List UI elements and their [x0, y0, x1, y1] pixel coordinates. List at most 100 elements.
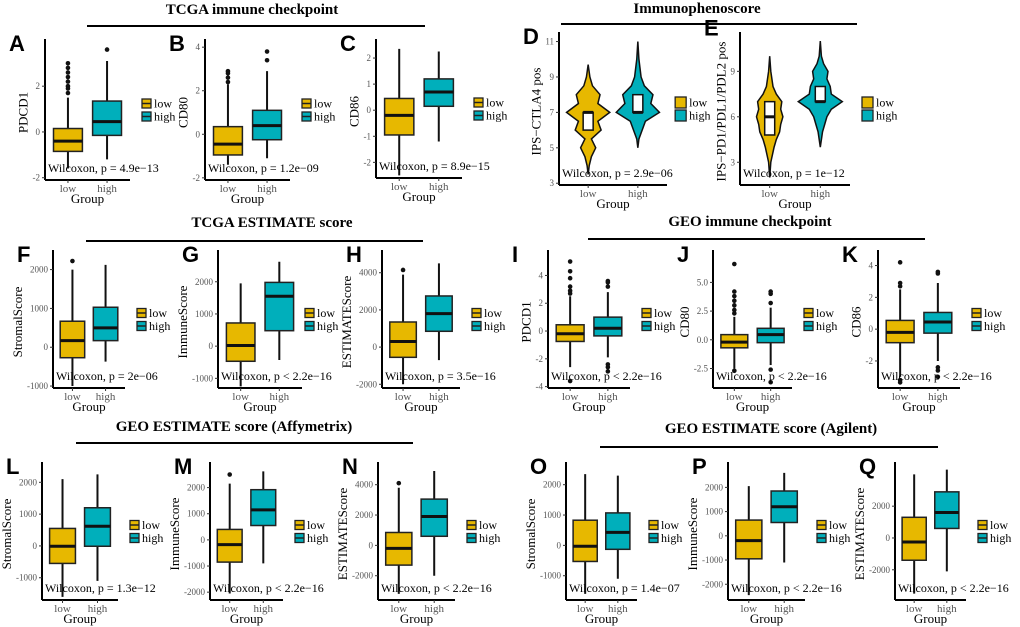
- y-tick-label: -2: [193, 173, 201, 183]
- y-axis-label: StromalScore: [0, 498, 14, 569]
- panel-letter: P: [692, 454, 707, 479]
- legend-label-low: low: [154, 97, 172, 111]
- y-tick-label: 0: [886, 533, 891, 543]
- stat-annotation: Wilcoxon, p < 2.2e−16: [213, 581, 324, 595]
- outlier-point: [567, 284, 573, 289]
- panel-letter: M: [174, 454, 192, 479]
- legend-label-low: low: [984, 306, 1002, 320]
- y-tick-label: -4: [536, 382, 544, 392]
- y-axis-label: CD80: [176, 97, 191, 128]
- y-tick-label: 2000: [187, 483, 206, 493]
- legend-label-low: low: [654, 306, 672, 320]
- x-tick-label: high: [628, 188, 648, 200]
- y-axis-label: ImmuneScore: [685, 497, 700, 570]
- legend-swatch-high: [674, 109, 687, 122]
- stat-annotation: Wilcoxon, p = 1.4e−07: [569, 581, 680, 595]
- outlier-point: [768, 300, 773, 306]
- legend-label-low: low: [990, 518, 1008, 532]
- outlier-point: [65, 79, 71, 84]
- stat-annotation: Wilcoxon, p < 2.2e−16: [881, 369, 992, 383]
- outlier-point: [567, 288, 573, 294]
- section-divider: [600, 446, 938, 448]
- legend-label-high: high: [876, 109, 897, 123]
- x-axis-label: Group: [778, 196, 811, 211]
- outlier-point: [768, 289, 773, 294]
- x-axis-label: Group: [404, 399, 437, 414]
- legend-label-low: low: [829, 518, 847, 532]
- y-tick-label: 0: [869, 324, 874, 334]
- legend-label-low: low: [149, 306, 167, 320]
- legend-label-high: high: [484, 319, 505, 333]
- x-tick-label: high: [88, 603, 108, 615]
- legend-swatch-low: [861, 96, 874, 109]
- y-tick-label: 2: [539, 298, 544, 308]
- outlier-point: [935, 374, 941, 380]
- legend-label-high: high: [654, 319, 675, 333]
- panel-letter: G: [182, 242, 199, 267]
- outlier-point: [897, 380, 903, 385]
- y-axis-label: ESTIMATEScore: [852, 488, 867, 581]
- y-tick-label: -1000: [27, 381, 48, 391]
- y-axis-label: IPS−CTLA4 pos: [528, 68, 543, 156]
- outlier-point: [935, 269, 941, 275]
- outlier-point: [225, 75, 231, 80]
- y-tick-label: 2000: [355, 510, 374, 520]
- stat-annotation: Wilcoxon, p = 3.5e−16: [385, 369, 496, 383]
- outlier-point: [65, 83, 71, 89]
- y-axis-label: StromalScore: [10, 286, 25, 357]
- stat-annotation: Wilcoxon, p < 2.2e−16: [716, 369, 827, 383]
- y-tick-label: 2.5: [697, 306, 709, 316]
- outlier-point: [227, 472, 233, 477]
- x-tick-label: high: [598, 391, 618, 403]
- y-tick-label: 0: [539, 326, 544, 336]
- legend-label-low: low: [479, 518, 497, 532]
- x-axis-label: Group: [596, 196, 629, 211]
- box-low: [572, 519, 598, 563]
- x-tick-label: low: [391, 181, 408, 193]
- legend-label-low: low: [816, 306, 834, 320]
- y-axis-label: CD80: [677, 306, 692, 337]
- x-tick-label: high: [937, 603, 957, 615]
- box-low: [389, 321, 418, 359]
- outlier-point: [732, 311, 737, 316]
- y-axis-label: CD86: [347, 95, 362, 127]
- y-tick-label: 5.0: [697, 277, 709, 287]
- outlier-point: [225, 79, 231, 85]
- x-tick-label: high: [761, 391, 781, 403]
- panel-letter: O: [530, 454, 547, 479]
- y-tick-label: 0: [209, 341, 214, 351]
- y-tick-label: 0: [373, 342, 378, 352]
- outlier-point: [264, 57, 270, 63]
- y-tick-label: -2000: [184, 587, 205, 597]
- stat-annotation: Wilcoxon, p = 1.3e−12: [45, 581, 156, 595]
- y-tick-label: -1: [364, 131, 372, 141]
- panel-letter: L: [6, 454, 19, 479]
- legend-label-high: high: [317, 319, 338, 333]
- x-tick-label: high: [270, 391, 290, 403]
- y-tick-label: 2: [196, 86, 201, 96]
- y-tick-label: -2000: [869, 565, 890, 575]
- section-title-geo-immune-checkpoint: GEO immune checkpoint: [668, 214, 832, 230]
- y-axis-label: PDCD1: [519, 301, 534, 342]
- y-tick-label: 4000: [359, 268, 378, 278]
- y-tick-label: 1000: [30, 303, 49, 313]
- box-high: [91, 100, 123, 137]
- y-tick-label: 1000: [19, 509, 38, 519]
- x-axis-label: Group: [402, 189, 435, 204]
- x-axis-label: Group: [63, 611, 96, 626]
- x-tick-label: low: [54, 603, 71, 615]
- box-high: [92, 306, 119, 342]
- legend-label-high: high: [307, 531, 328, 545]
- x-tick-label: high: [96, 391, 116, 403]
- y-tick-label: 2: [36, 81, 41, 91]
- x-tick-label: low: [580, 188, 597, 200]
- legend-label-low: low: [661, 518, 679, 532]
